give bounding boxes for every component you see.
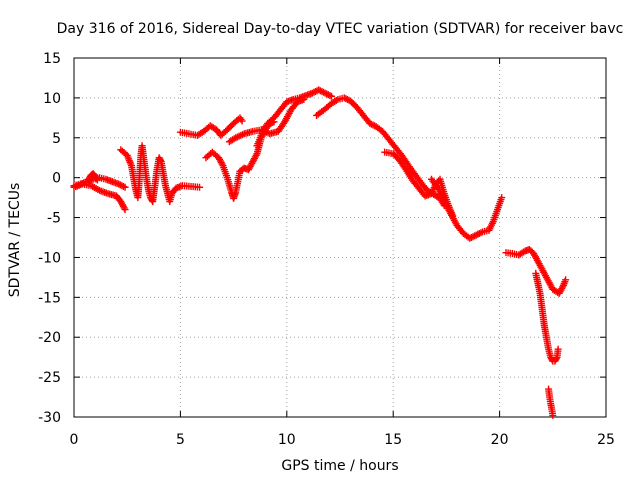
data-point [320, 88, 328, 96]
data-point [121, 183, 129, 191]
series-s11 [428, 175, 506, 242]
data-point [467, 234, 475, 241]
data-point [475, 230, 483, 238]
data-point [342, 95, 350, 103]
data-point [477, 229, 485, 237]
grid-lines [74, 58, 606, 417]
data-point [369, 121, 377, 129]
data-point [118, 182, 126, 190]
data-point [116, 181, 124, 189]
data-point [315, 86, 323, 94]
x-axis: 0 5 10 15 20 25 [70, 58, 615, 448]
data-point [474, 230, 482, 238]
data-point [554, 345, 562, 353]
y-tick-label: -20 [38, 330, 61, 346]
series-s5 [176, 114, 246, 139]
x-tick-label: 0 [70, 432, 79, 448]
y-axis-label: SDTVAR / TECUs [7, 183, 23, 298]
data-point [157, 156, 165, 164]
series-s12 [502, 245, 570, 297]
data-point [120, 204, 128, 212]
x-tick-label: 25 [597, 432, 615, 448]
data-point [559, 283, 567, 291]
data-point [321, 89, 329, 97]
data-point [115, 180, 123, 188]
data-point [562, 276, 570, 284]
x-tick-label: 20 [491, 432, 509, 448]
y-tick-label: -15 [38, 290, 61, 306]
x-axis-label: GPS time / hours [281, 458, 398, 474]
data-point [93, 175, 101, 183]
data-point [323, 90, 331, 98]
y-tick-label: 15 [43, 51, 61, 67]
series-s3 [85, 170, 101, 184]
x-tick-label: 10 [278, 432, 296, 448]
data-point [549, 411, 557, 419]
data-point [238, 117, 246, 125]
data-point [316, 87, 324, 95]
chart-title: Day 316 of 2016, Sidereal Day-to-day VTE… [57, 21, 624, 37]
x-tick-label: 5 [176, 432, 185, 448]
plot-frame [73, 57, 607, 418]
data-point [343, 95, 351, 103]
data-point [312, 88, 320, 96]
data-point [327, 92, 335, 100]
data-point [252, 151, 260, 159]
data-points [70, 86, 570, 419]
data-point [471, 232, 479, 240]
data-point [552, 354, 560, 362]
series-s4 [117, 142, 204, 206]
y-tick-label: -5 [47, 211, 61, 227]
series-s8 [253, 86, 335, 150]
y-tick-label: -10 [38, 250, 61, 266]
y-tick-label: -25 [38, 370, 61, 386]
series-s13 [532, 269, 562, 365]
y-tick-label: 0 [52, 171, 61, 187]
data-point [237, 115, 245, 123]
data-point [366, 119, 374, 127]
data-point [121, 206, 129, 214]
data-point [196, 183, 204, 191]
data-point [367, 120, 375, 128]
data-point [218, 160, 226, 168]
data-point [340, 94, 348, 102]
data-point [472, 231, 480, 239]
data-point [469, 233, 477, 241]
series-s14 [545, 385, 557, 419]
series-s2 [70, 180, 129, 214]
y-axis: 15 10 5 0 -5 -10 -15 -20 -25 -30 [38, 51, 606, 426]
data-point [466, 234, 474, 242]
data-point [326, 91, 334, 99]
data-point [324, 91, 332, 99]
x-tick-label: 15 [384, 432, 402, 448]
data-point [310, 88, 318, 96]
data-point [498, 194, 506, 202]
y-tick-label: 10 [43, 91, 61, 107]
data-point [93, 176, 101, 184]
data-point [332, 96, 340, 104]
y-tick-label: 5 [52, 131, 61, 147]
series-s9 [313, 94, 448, 210]
data-point [119, 182, 127, 190]
data-point [308, 89, 316, 97]
y-tick-label: -30 [38, 410, 61, 426]
data-point [318, 88, 326, 96]
